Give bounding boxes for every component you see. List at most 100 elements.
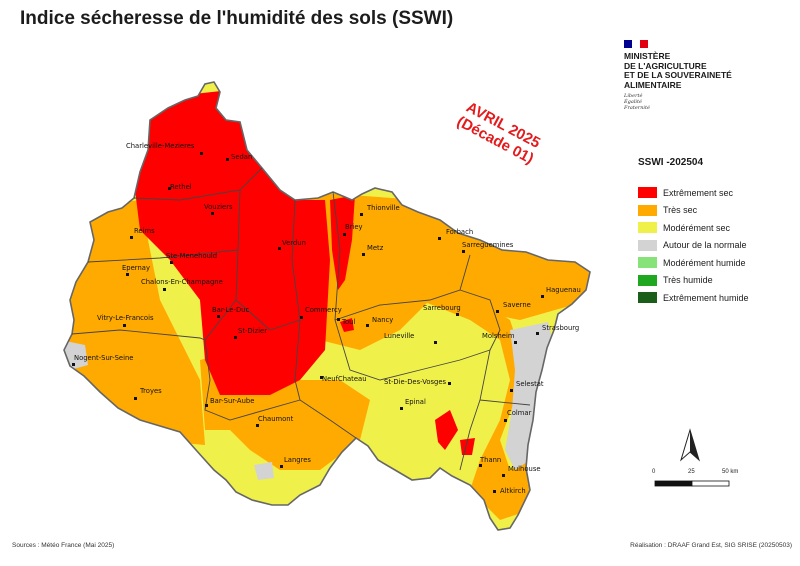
- city-marker: [362, 253, 365, 256]
- city-label: Bar-Sur-Aube: [210, 397, 254, 405]
- city-marker: [234, 336, 237, 339]
- legend-label: Extrêmement humide: [663, 292, 749, 303]
- motto-line: Fraternité: [624, 105, 650, 111]
- legend-swatch: [638, 292, 657, 304]
- city-label: Mulhouse: [508, 465, 541, 473]
- city-marker: [462, 250, 465, 253]
- city-marker: [479, 464, 482, 467]
- city-marker: [163, 288, 166, 291]
- city-marker: [343, 233, 346, 236]
- city-label: NeufChateau: [322, 375, 367, 383]
- ministry-line: ALIMENTAIRE: [624, 79, 682, 90]
- city-label: Thann: [479, 456, 501, 464]
- city-label: Altkirch: [500, 487, 526, 495]
- city-label: Vitry-Le-Francois: [97, 314, 154, 322]
- legend-label: Très humide: [663, 275, 713, 286]
- scale-segment: [654, 480, 693, 487]
- city-label: Verdun: [282, 239, 306, 247]
- french-flag-icon: [624, 40, 648, 48]
- department-border: [459, 289, 501, 351]
- legend-item: Très sec: [638, 202, 749, 220]
- region-border: [63, 81, 591, 531]
- city-label: Troyes: [139, 387, 162, 395]
- republic-motto: Liberté Égalité Fraternité: [624, 93, 732, 111]
- city-marker: [134, 397, 137, 400]
- legend-swatch: [638, 222, 657, 234]
- city-label: Sedan: [231, 153, 252, 161]
- city-label: Toul: [341, 318, 355, 326]
- department-border: [332, 191, 491, 381]
- department-border: [334, 254, 471, 321]
- city-label: Colmar: [507, 409, 532, 417]
- motto-line: Liberté: [624, 93, 643, 99]
- scale-label: 25: [688, 469, 695, 475]
- department-border: [459, 349, 491, 471]
- city-marker: [126, 273, 129, 276]
- city-label: St-Dizier: [238, 327, 267, 335]
- legend-item: Extrêmement sec: [638, 184, 749, 202]
- sources-note: Sources : Météo France (Mai 2025): [12, 542, 115, 549]
- scale-segment: [691, 480, 730, 487]
- city-marker: [320, 376, 323, 379]
- legend-label: Autour de la normale: [663, 240, 747, 251]
- city-label: Strasbourg: [542, 324, 579, 332]
- zone-tres-sec: [280, 190, 590, 350]
- city-marker: [211, 212, 214, 215]
- city-label: Molsheim: [482, 332, 515, 340]
- city-label: Sarreguemines: [462, 241, 514, 249]
- department-border: [235, 299, 301, 331]
- legend-item: Extrêmement humide: [638, 289, 749, 307]
- zone-extremement-sec: [135, 90, 330, 395]
- legend-label: Modérément humide: [663, 257, 746, 268]
- legend-items: Extrêmement sec Très sec Modérément sec Aut…: [638, 184, 749, 307]
- legend-swatch: [638, 187, 657, 199]
- zone-extremement-sec: [340, 318, 354, 332]
- legend-label: Modérément sec: [663, 222, 731, 233]
- city-label: Bar-Le-Duc: [212, 306, 249, 314]
- ministry-line: DE L'AGRICULTURE: [624, 60, 707, 71]
- department-border: [299, 399, 357, 439]
- legend: SSWI -202504 Extrêmement sec Très sec Modé…: [638, 157, 749, 307]
- city-label: Briey: [345, 223, 363, 231]
- city-marker: [72, 363, 75, 366]
- city-label: Metz: [367, 244, 384, 252]
- city-label: Forbach: [446, 228, 473, 236]
- ministry-logo: MINISTÈRE DE L'AGRICULTURE ET DE LA SOUV…: [624, 40, 732, 111]
- flag-red: [640, 40, 648, 48]
- city-marker: [256, 424, 259, 427]
- scale-label: 50 km: [722, 469, 738, 475]
- scale-label: 0: [652, 469, 656, 475]
- city-marker: [510, 389, 513, 392]
- legend-swatch: [638, 274, 657, 286]
- city-marker: [496, 310, 499, 313]
- legend-swatch: [638, 257, 657, 269]
- city-marker: [205, 404, 208, 407]
- city-marker: [536, 332, 539, 335]
- department-borders: [71, 167, 531, 471]
- city-marker: [493, 490, 496, 493]
- city-layer: Charleville-Mezieres Sedan Rethel Vouzie…: [72, 142, 581, 495]
- department-border: [87, 249, 239, 263]
- city-label: Chaumont: [258, 415, 294, 423]
- legend-item: Modérément sec: [638, 219, 749, 237]
- flag-blue: [624, 40, 632, 48]
- zone-extremement-sec: [435, 410, 458, 450]
- city-label: Charleville-Mezieres: [126, 142, 195, 150]
- city-label: Epinal: [405, 398, 426, 406]
- city-marker: [366, 324, 369, 327]
- city-marker: [360, 213, 363, 216]
- map-title: Indice sécheresse de l'humidité des sols…: [20, 8, 454, 29]
- city-marker: [504, 419, 507, 422]
- department-border: [479, 399, 531, 406]
- city-label: Epernay: [122, 264, 150, 272]
- city-label: Sarrebourg: [423, 304, 461, 312]
- city-marker: [226, 158, 229, 161]
- city-marker: [400, 407, 403, 410]
- legend-item: Autour de la normale: [638, 237, 749, 255]
- legend-label: Très sec: [663, 205, 698, 216]
- city-label: St-Die-Des-Vosges: [384, 378, 447, 386]
- city-marker: [217, 315, 220, 318]
- city-label: Rethel: [170, 183, 192, 191]
- city-marker: [502, 474, 505, 477]
